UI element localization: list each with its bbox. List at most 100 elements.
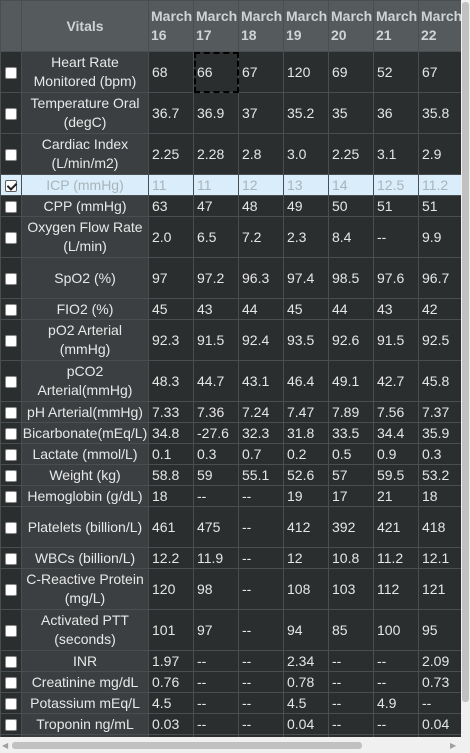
table-row[interactable]: WBCs (billion/L) 12.2 11.9 -- 12 10.8 11.2 12.1 <box>0 547 461 569</box>
vital-value-cell[interactable]: 36.7 <box>148 92 194 134</box>
vitals-column-header[interactable]: Vitals <box>21 0 149 52</box>
vital-value-cell[interactable]: 45 <box>283 298 329 320</box>
vital-value-cell[interactable]: 11 <box>193 174 239 196</box>
table-row[interactable]: FIO2 (%) 45 43 44 45 44 43 42 <box>0 298 461 320</box>
vital-value-cell[interactable]: 97.4 <box>283 257 329 299</box>
vital-value-cell[interactable]: 11.2 <box>373 547 419 569</box>
vital-value-cell[interactable]: 69 <box>328 51 374 93</box>
vital-value-cell[interactable]: -- <box>373 713 419 735</box>
table-row[interactable]: Lactate (mmol/L) 0.1 0.3 0.7 0.2 0.5 0.9 0.3 <box>0 443 461 465</box>
vital-value-cell[interactable]: 12.2 <box>148 547 194 569</box>
vital-value-cell[interactable]: 96.3 <box>238 257 284 299</box>
vital-value-cell[interactable]: -- <box>193 485 239 507</box>
vital-value-cell[interactable]: 55.1 <box>238 464 284 486</box>
vital-value-cell[interactable]: 46.4 <box>283 360 329 402</box>
vital-value-cell[interactable]: 14 <box>328 174 374 196</box>
vital-value-cell[interactable]: -- <box>238 713 284 735</box>
vital-value-cell[interactable]: 92.6 <box>328 319 374 361</box>
vital-value-cell[interactable]: 0.9 <box>373 443 419 465</box>
vital-value-cell[interactable]: 98.5 <box>328 257 374 299</box>
vital-value-cell[interactable]: -- <box>328 713 374 735</box>
vital-value-cell[interactable]: 68 <box>148 51 194 93</box>
vital-value-cell[interactable]: 0.04 <box>283 713 329 735</box>
row-checkbox[interactable] <box>5 676 17 689</box>
vital-value-cell[interactable]: 92.3 <box>148 319 194 361</box>
vital-value-cell[interactable]: 7.36 <box>193 401 239 423</box>
vital-value-cell[interactable]: 51 <box>418 195 461 217</box>
vital-value-cell[interactable]: 47 <box>193 195 239 217</box>
vital-value-cell[interactable]: 7.2 <box>238 216 284 258</box>
row-checkbox[interactable] <box>5 624 17 637</box>
vital-value-cell[interactable]: 96.7 <box>418 257 461 299</box>
row-checkbox[interactable] <box>5 490 17 503</box>
vital-value-cell[interactable]: 45 <box>148 298 194 320</box>
vital-value-cell[interactable]: -- <box>238 692 284 714</box>
vital-value-cell[interactable]: 120 <box>283 51 329 93</box>
table-row[interactable]: Platelets (billion/L) 461 475 -- 412 392 421 41… <box>0 506 461 548</box>
vital-value-cell[interactable]: 43.1 <box>238 360 284 402</box>
vital-value-cell[interactable]: 13 <box>283 174 329 196</box>
table-row[interactable]: INR 1.97 -- -- 2.34 -- -- 2.09 <box>0 650 461 672</box>
row-checkbox[interactable] <box>5 406 17 419</box>
vital-value-cell[interactable]: 7.47 <box>283 401 329 423</box>
vital-value-cell[interactable]: 37 <box>238 92 284 134</box>
table-row[interactable]: Potassium mEq/L 4.5 -- -- 4.5 -- 4.9 -- <box>0 692 461 714</box>
vital-value-cell[interactable]: 112 <box>373 568 419 610</box>
table-row[interactable]: Activated PTT (seconds) 101 97 -- 94 85 100 95 <box>0 609 461 651</box>
vital-value-cell[interactable]: 43 <box>193 298 239 320</box>
vital-value-cell[interactable]: 97 <box>148 257 194 299</box>
vital-value-cell[interactable]: 421 <box>373 506 419 548</box>
vital-value-cell[interactable]: 10.8 <box>328 547 374 569</box>
vital-value-cell[interactable]: 7.24 <box>238 401 284 423</box>
table-row[interactable]: SpO2 (%) 97 97.2 96.3 97.4 98.5 97.6 96.7 <box>0 257 461 299</box>
table-row[interactable]: pO2 Arterial (mmHg) 92.3 91.5 92.4 93.5 92.6 9… <box>0 319 461 361</box>
vital-value-cell[interactable]: 49.1 <box>328 360 374 402</box>
vital-value-cell[interactable]: 43 <box>373 298 419 320</box>
vital-value-cell[interactable]: 18 <box>148 485 194 507</box>
vital-value-cell[interactable]: 7.33 <box>148 401 194 423</box>
row-checkbox[interactable] <box>5 303 17 316</box>
table-row[interactable]: Oxygen Flow Rate (L/min) 2.0 6.5 7.2 2.3 8.4-… <box>0 216 461 258</box>
table-row[interactable]: Temperature Oral (degC) 36.7 36.9 37 35.2 35 3… <box>0 92 461 134</box>
vital-value-cell[interactable]: 2.25 <box>148 133 194 175</box>
vital-value-cell[interactable]: 95 <box>418 609 461 651</box>
row-checkbox[interactable] <box>5 334 17 347</box>
vital-value-cell[interactable]: 0.3 <box>418 443 461 465</box>
table-row[interactable]: Creatinine mg/dL 0.76 -- -- 0.78 -- -- 0.73 <box>0 671 461 693</box>
vital-value-cell[interactable]: 461 <box>148 506 194 548</box>
vital-value-cell[interactable]: 11.9 <box>193 547 239 569</box>
vital-value-cell[interactable]: 91.5 <box>193 319 239 361</box>
vital-value-cell[interactable]: 97 <box>193 609 239 651</box>
vertical-scrollbar[interactable]: ▼ <box>461 0 470 748</box>
vital-value-cell[interactable]: 11 <box>148 174 194 196</box>
date-column-header[interactable]: March 21 <box>373 0 419 52</box>
date-column-header[interactable]: March 22 <box>418 0 461 52</box>
vital-value-cell[interactable]: 33.5 <box>328 422 374 444</box>
vital-value-cell[interactable]: 7.89 <box>328 401 374 423</box>
row-checkbox[interactable] <box>5 179 17 192</box>
vital-value-cell[interactable]: 0.04 <box>418 713 461 735</box>
vertical-scrollbar-thumb[interactable] <box>462 2 469 702</box>
vital-value-cell[interactable]: 108 <box>283 568 329 610</box>
row-checkbox[interactable] <box>5 552 17 565</box>
vital-value-cell[interactable]: -- <box>193 650 239 672</box>
vital-value-cell[interactable]: 94 <box>283 609 329 651</box>
vital-value-cell[interactable]: 93.5 <box>283 319 329 361</box>
vital-value-cell[interactable]: 50 <box>328 195 374 217</box>
vital-value-cell[interactable]: 59.5 <box>373 464 419 486</box>
vital-value-cell[interactable]: 44 <box>328 298 374 320</box>
vital-value-cell[interactable]: 2.3 <box>283 216 329 258</box>
vital-value-cell[interactable]: 34.4 <box>373 422 419 444</box>
vital-value-cell[interactable]: 0.5 <box>328 443 374 465</box>
table-row[interactable]: Weight (kg) 58.8 59 55.1 52.6 57 59.5 53.2 <box>0 464 461 486</box>
vital-value-cell[interactable]: -- <box>238 506 284 548</box>
vital-value-cell[interactable]: 121 <box>418 568 461 610</box>
table-row[interactable]: Troponin ng/mL 0.03 -- -- 0.04 -- -- 0.04 <box>0 713 461 735</box>
row-checkbox[interactable] <box>5 718 17 731</box>
vital-value-cell[interactable]: 2.0 <box>148 216 194 258</box>
vital-value-cell[interactable]: 7.37 <box>418 401 461 423</box>
vital-value-cell[interactable]: -- <box>238 650 284 672</box>
vital-value-cell[interactable]: 8.4 <box>328 216 374 258</box>
vital-value-cell[interactable]: 52.6 <box>283 464 329 486</box>
vital-value-cell[interactable]: 0.1 <box>148 443 194 465</box>
